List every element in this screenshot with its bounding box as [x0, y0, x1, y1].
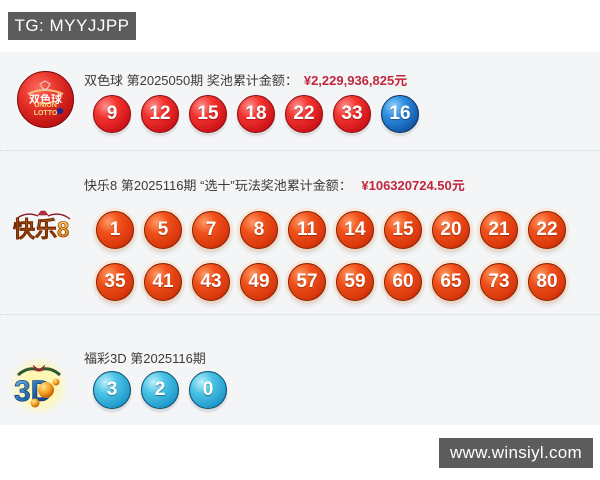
- svg-text:快乐8: 快乐8: [13, 217, 69, 242]
